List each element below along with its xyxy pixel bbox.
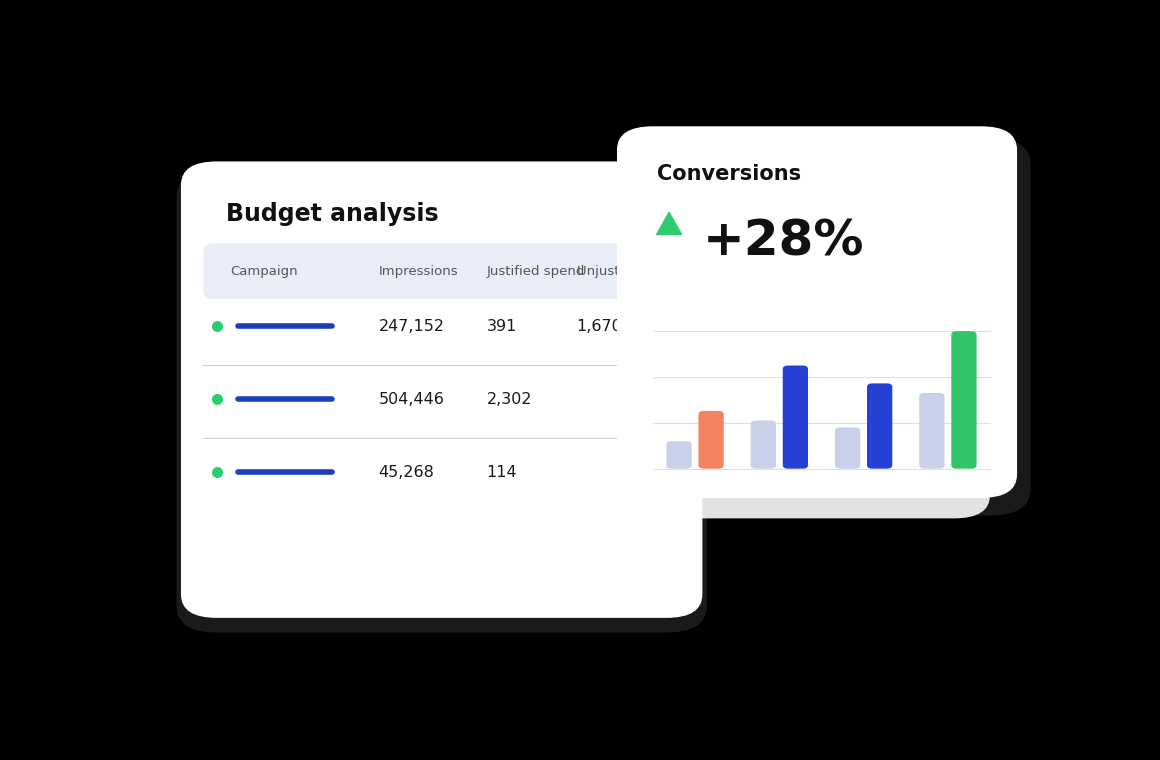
FancyBboxPatch shape (919, 393, 944, 469)
Text: Unjustified spend: Unjustified spend (577, 264, 693, 277)
Text: 2,302: 2,302 (487, 391, 532, 407)
FancyBboxPatch shape (617, 126, 1017, 498)
FancyBboxPatch shape (783, 366, 809, 469)
Text: 391: 391 (487, 318, 517, 334)
Text: 45,268: 45,268 (378, 465, 435, 480)
FancyBboxPatch shape (835, 427, 861, 469)
Text: Impressions: Impressions (378, 264, 458, 277)
Text: Budget analysis: Budget analysis (226, 202, 438, 226)
Polygon shape (657, 212, 682, 235)
Text: Conversions: Conversions (658, 164, 802, 185)
FancyBboxPatch shape (698, 411, 724, 469)
Text: Justified spend: Justified spend (487, 264, 585, 277)
FancyBboxPatch shape (867, 383, 892, 469)
Text: Campaign: Campaign (231, 264, 298, 277)
FancyBboxPatch shape (666, 441, 691, 469)
Text: +28%: +28% (703, 217, 864, 265)
Text: 247,152: 247,152 (378, 318, 444, 334)
FancyBboxPatch shape (622, 138, 1030, 515)
FancyBboxPatch shape (648, 191, 991, 518)
FancyBboxPatch shape (203, 243, 680, 299)
FancyBboxPatch shape (176, 170, 706, 632)
Text: 504,446: 504,446 (378, 391, 444, 407)
FancyBboxPatch shape (181, 161, 703, 618)
Text: 114: 114 (487, 465, 517, 480)
FancyBboxPatch shape (751, 420, 776, 469)
Text: 1,670: 1,670 (577, 318, 622, 334)
FancyBboxPatch shape (951, 331, 977, 469)
